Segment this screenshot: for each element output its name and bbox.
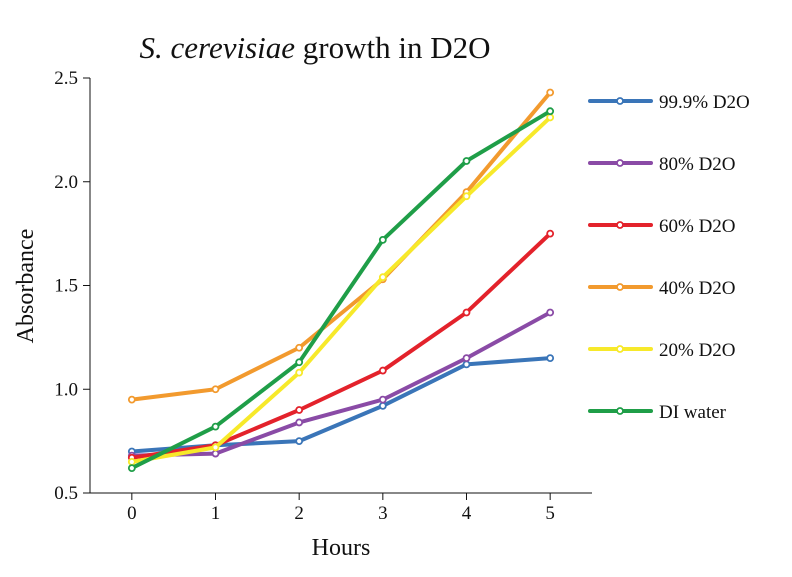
chart-title: S. cerevisiae growth in D2O — [0, 30, 630, 66]
data-point — [127, 395, 136, 404]
y-axis-label: Absorbance — [13, 229, 39, 344]
data-point — [211, 449, 220, 458]
data-point — [211, 422, 220, 431]
data-point — [295, 343, 304, 352]
data-point — [378, 366, 387, 375]
data-point — [546, 229, 555, 238]
data-point — [462, 354, 471, 363]
series-line — [129, 231, 553, 460]
x-tick-label: 2 — [294, 503, 304, 524]
data-point — [546, 107, 555, 116]
x-tick-label: 4 — [462, 503, 472, 524]
chart-title-italic: S. cerevisiae — [139, 30, 296, 65]
legend-swatch-marker — [616, 159, 624, 167]
data-point — [378, 395, 387, 404]
legend: 99.9% D2O 80% D2O 60% D2O 40% D2O 20% D2O DI … — [588, 92, 750, 423]
series-line — [129, 310, 553, 458]
legend-label: 40% D2O — [659, 278, 736, 299]
x-tick-label: 3 — [378, 503, 388, 524]
y-tick-label: 1.5 — [54, 276, 78, 297]
x-tick-label: 5 — [545, 503, 555, 524]
data-point — [127, 464, 136, 473]
data-point — [546, 354, 555, 363]
legend-item: 80% D2O — [588, 154, 736, 175]
data-point — [462, 360, 471, 369]
series-line — [129, 109, 553, 471]
data-point — [211, 443, 220, 452]
y-tick-label: 0.5 — [54, 483, 78, 504]
series-line — [129, 115, 553, 464]
data-point — [546, 113, 555, 122]
data-point — [378, 273, 387, 282]
axes — [89, 78, 592, 494]
data-point — [295, 418, 304, 427]
x-axis-label: Hours — [312, 535, 371, 561]
data-point — [295, 358, 304, 367]
legend-label: 60% D2O — [659, 216, 736, 237]
series-line — [129, 90, 553, 402]
data-point — [211, 385, 220, 394]
data-point — [462, 192, 471, 201]
legend-label: 99.9% D2O — [659, 92, 750, 113]
data-point — [127, 457, 136, 466]
data-point — [546, 308, 555, 317]
y-tick-label: 1.0 — [54, 379, 78, 400]
legend-swatch-marker — [616, 221, 624, 229]
y-tick-label: 2.0 — [54, 172, 78, 193]
legend-label: 20% D2O — [659, 340, 736, 361]
legend-label: 80% D2O — [659, 154, 736, 175]
y-ticks: 0.5 1.0 1.5 2.0 2.5 — [54, 68, 90, 504]
chart-title-rest: growth in D2O — [295, 30, 491, 65]
series-layer — [127, 88, 555, 473]
data-point — [295, 368, 304, 377]
series-3 — [127, 88, 555, 404]
x-ticks: 0 1 2 3 4 5 — [127, 493, 555, 524]
data-point — [546, 88, 555, 97]
legend-item: 60% D2O — [588, 216, 736, 237]
legend-swatch-marker — [616, 97, 624, 105]
legend-item: 40% D2O — [588, 278, 736, 299]
y-tick-label: 2.5 — [54, 68, 78, 89]
data-point — [295, 406, 304, 414]
x-tick-label: 0 — [127, 503, 137, 524]
legend-swatch-marker — [616, 283, 624, 291]
legend-item: DI water — [588, 402, 727, 423]
legend-label: DI water — [659, 402, 727, 423]
legend-item: 20% D2O — [588, 340, 736, 361]
legend-swatch-marker — [616, 345, 624, 353]
x-tick-label: 1 — [211, 503, 221, 524]
data-point — [378, 235, 387, 244]
data-point — [295, 437, 304, 446]
series-5 — [127, 107, 555, 473]
legend-swatch-marker — [616, 407, 624, 415]
data-point — [378, 401, 387, 410]
data-point — [462, 308, 471, 317]
legend-item: 99.9% D2O — [588, 92, 750, 113]
data-point — [462, 157, 471, 165]
